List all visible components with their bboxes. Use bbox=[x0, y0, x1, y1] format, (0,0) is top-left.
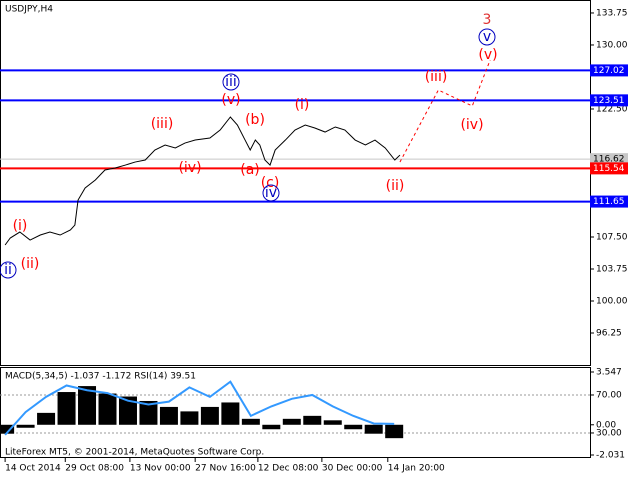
x-tick-label: 27 Nov 16:00 bbox=[195, 464, 256, 474]
y-tick-label: 107.50 bbox=[596, 232, 628, 242]
macd-bar bbox=[241, 418, 260, 425]
wave-label: (v) bbox=[478, 47, 497, 63]
wave-label: (iv) bbox=[178, 160, 201, 176]
wave-circle bbox=[222, 73, 240, 91]
y-tick-label: 130.00 bbox=[596, 40, 628, 50]
x-tick-label: 13 Nov 00:00 bbox=[130, 464, 191, 474]
macd-bar bbox=[303, 415, 322, 425]
macd-bar bbox=[282, 418, 301, 425]
wave-label: (ii) bbox=[21, 256, 40, 272]
macd-bar bbox=[118, 396, 137, 425]
level-label-bg bbox=[590, 162, 628, 175]
wave-label: v bbox=[483, 29, 491, 45]
x-tick-label: 29 Oct 08:00 bbox=[65, 464, 124, 474]
macd-bar bbox=[344, 424, 363, 430]
macd-bar bbox=[37, 412, 56, 425]
macd-bar bbox=[0, 424, 15, 434]
y-tick-label: 0.00 bbox=[596, 420, 616, 430]
x-tick-label: 14 Jan 20:00 bbox=[388, 464, 445, 474]
macd-bar bbox=[78, 386, 97, 425]
indicator-frame bbox=[0, 367, 591, 458]
level-label: 115.54 bbox=[593, 164, 625, 174]
wave-label: (i) bbox=[295, 97, 310, 113]
y-tick-label: 30.00 bbox=[596, 428, 622, 438]
macd-bar bbox=[323, 420, 342, 425]
wave-label: ii bbox=[4, 262, 12, 278]
macd-bar bbox=[200, 406, 219, 425]
wave-label: (a) bbox=[240, 162, 260, 178]
x-tick-label: 12 Dec 08:00 bbox=[258, 464, 319, 474]
y-tick-label: 96.25 bbox=[596, 328, 622, 338]
level-label-bg bbox=[590, 64, 628, 77]
wave-label: (v) bbox=[221, 92, 240, 108]
wave-label: (ii) bbox=[386, 178, 405, 194]
indicator-title: MACD(5,34,5) -1.037 -1.172 RSI(14) 39.51 bbox=[5, 372, 196, 382]
main-frame bbox=[0, 0, 591, 366]
macd-bar bbox=[221, 402, 240, 425]
wave-circle bbox=[262, 184, 280, 202]
y-tick-label: 70.00 bbox=[596, 390, 622, 400]
level-label: 127.02 bbox=[593, 66, 625, 76]
macd-bar bbox=[364, 424, 383, 434]
x-tick-label: 14 Oct 2014 bbox=[5, 464, 61, 474]
macd-bar bbox=[180, 411, 199, 425]
wave-label: (iv) bbox=[460, 117, 483, 133]
level-label: 116.62 bbox=[593, 155, 625, 165]
y-tick-label: 100.00 bbox=[596, 296, 628, 306]
wave-label: (iii) bbox=[151, 116, 174, 132]
wave-label: iii bbox=[225, 74, 237, 90]
macd-bar bbox=[385, 424, 404, 439]
level-label: 111.65 bbox=[593, 197, 625, 207]
y-tick-label: 133.75 bbox=[596, 8, 628, 18]
wave-label: (i) bbox=[13, 218, 28, 234]
wave-label: (iii) bbox=[425, 69, 448, 85]
level-label-bg bbox=[590, 94, 628, 107]
level-label-bg bbox=[590, 195, 628, 208]
footer: LiteForex MT5, © 2001-2014, MetaQuotes S… bbox=[5, 448, 264, 458]
price-line bbox=[4, 116, 401, 246]
wave-label: (b) bbox=[245, 112, 265, 128]
rsi-line bbox=[4, 380, 395, 436]
y-tick-label: -2.031 bbox=[596, 451, 625, 461]
macd-bar bbox=[16, 424, 35, 428]
macd-bar bbox=[159, 406, 178, 425]
macd-bar bbox=[57, 392, 76, 425]
y-tick-label: 103.75 bbox=[596, 264, 628, 274]
chart-title: USDJPY,H4 bbox=[5, 5, 53, 15]
y-tick-label: 3.547 bbox=[596, 368, 622, 378]
level-label-bg bbox=[590, 153, 628, 166]
macd-bar bbox=[139, 400, 158, 425]
macd-bar bbox=[98, 393, 117, 425]
wave-label: 3 bbox=[483, 12, 492, 28]
wave-label: iv bbox=[265, 185, 277, 201]
wave-circle bbox=[478, 28, 496, 46]
macd-bar bbox=[262, 424, 281, 430]
y-tick-label: 122.50 bbox=[596, 104, 628, 114]
x-tick-label: 30 Dec 00:00 bbox=[322, 464, 383, 474]
level-label: 123.51 bbox=[593, 96, 625, 106]
wave-circle bbox=[0, 261, 17, 279]
